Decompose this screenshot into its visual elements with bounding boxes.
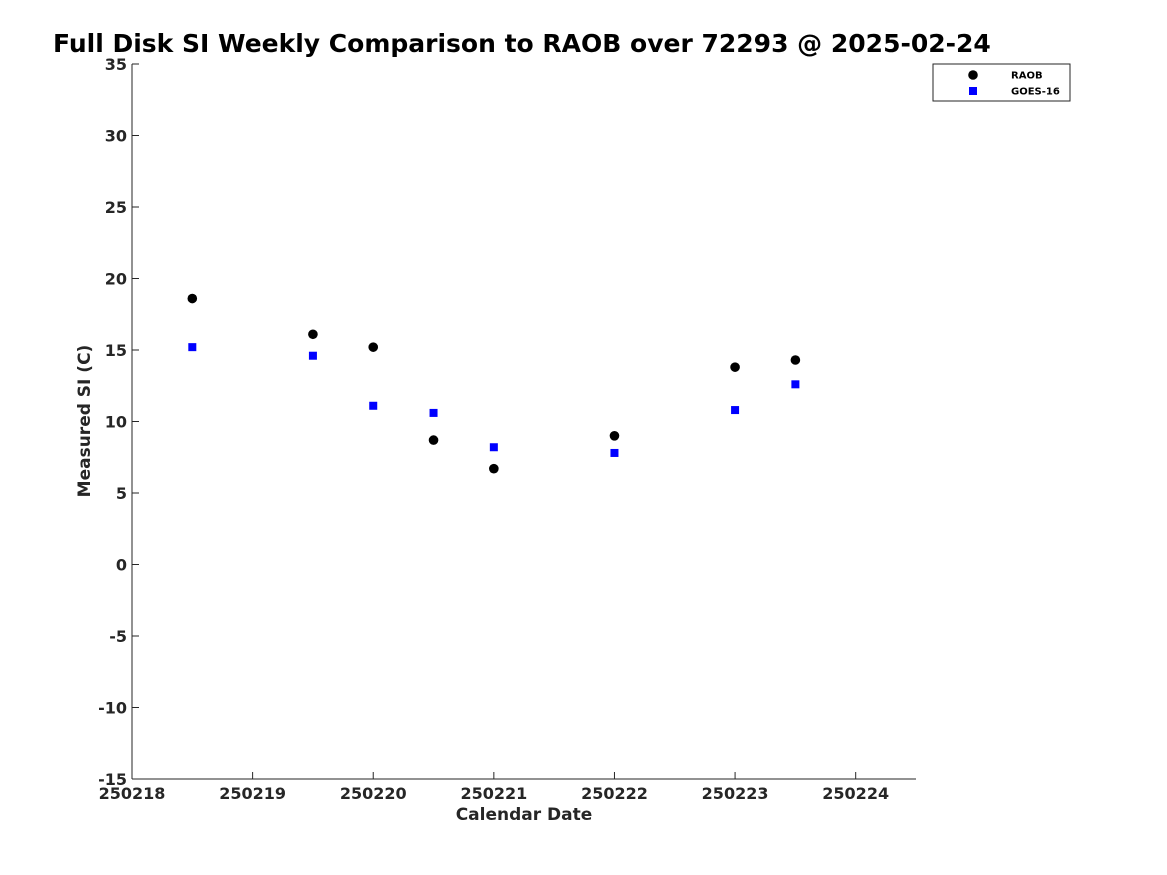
raob-point [308, 329, 318, 340]
raob-point [730, 362, 740, 372]
raob-point [790, 355, 801, 365]
raob-point [368, 342, 379, 352]
y-tick-label: 35 [105, 55, 127, 74]
legend-raob-marker [968, 70, 978, 80]
goes-16-point [731, 406, 740, 415]
goes-16-point [369, 401, 378, 410]
y-tick-label: -15 [98, 770, 127, 789]
x-tick-label: 250222 [581, 784, 648, 803]
legend-goes-16-label: GOES-16 [1011, 87, 1060, 98]
goes-16-point [429, 408, 438, 417]
raob-point [609, 431, 620, 441]
y-tick-label: 30 [105, 127, 127, 146]
goes-16-point [188, 343, 197, 352]
x-tick-label: 250218 [99, 784, 166, 803]
plot-area: -15 -10 -5 0 5 10 15 20 25 30 35 250218 250219 25022… [98, 55, 916, 803]
goes-16-point [308, 351, 317, 360]
data-markers [187, 293, 801, 474]
x-tick-label: 250220 [340, 784, 407, 803]
x-tick-label: 250219 [219, 784, 286, 803]
legend-goes-16-marker [969, 87, 977, 95]
y-tick-label: 0 [116, 556, 127, 575]
y-tick-label: 10 [105, 413, 127, 432]
y-tick-label: 5 [116, 484, 127, 503]
goes-16-point [489, 443, 498, 452]
raob-point [489, 463, 499, 474]
chart-title: Full Disk SI Weekly Comparison to RAOB o… [53, 29, 991, 58]
legend-box [932, 63, 1071, 102]
y-tick-label: 15 [105, 341, 127, 360]
goes-16-point [610, 448, 619, 457]
y-tick-label: -5 [109, 627, 127, 646]
y-ticks: -15 -10 -5 0 5 10 15 20 25 30 35 [98, 55, 139, 789]
y-tick-label: -10 [98, 699, 127, 718]
goes-16-point [791, 380, 800, 389]
raob-point [187, 293, 198, 304]
legend: RAOB GOES-16 [932, 63, 1071, 102]
y-tick-label: 25 [105, 198, 127, 217]
x-tick-label: 250223 [702, 784, 769, 803]
x-ticks: 250218 250219 250220 250221 250222 250223 2502… [99, 772, 889, 803]
y-tick-label: 20 [105, 270, 127, 289]
x-axis-label: Calendar Date [456, 805, 593, 825]
x-tick-label: 250224 [822, 784, 889, 803]
raob-point [428, 435, 439, 445]
legend-raob-label: RAOB [1011, 71, 1043, 82]
x-tick-label: 250221 [460, 784, 527, 803]
y-axis-label: Measured SI (C) [75, 345, 95, 498]
